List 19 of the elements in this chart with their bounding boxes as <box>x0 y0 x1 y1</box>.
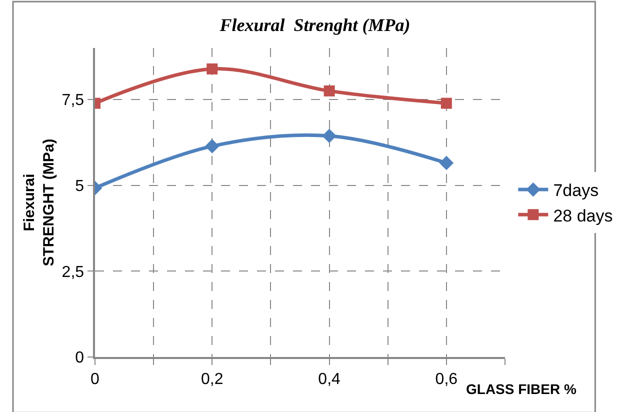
point <box>324 85 335 96</box>
chart-title: Flexural Strenght (MPa) <box>218 15 410 36</box>
legend-label: 7days <box>553 181 599 200</box>
point <box>440 98 452 109</box>
point <box>439 156 454 170</box>
y-tick-label: 5 <box>75 178 84 195</box>
legend-label: 28 days <box>553 206 613 226</box>
y-tick-label: 7,5 <box>62 92 84 110</box>
y-tick-label: 0 <box>75 350 84 367</box>
point <box>206 63 218 74</box>
x-tick-label: 0,6 <box>435 370 458 388</box>
y-axis-title: Fiexurai STRENGHT (MPa) <box>21 138 58 266</box>
point <box>204 139 220 154</box>
x-axis-title: GLASS FIBER % <box>466 381 578 397</box>
x-tick-label: 0,4 <box>318 370 341 388</box>
point <box>322 128 336 144</box>
y-tick-label: 2,5 <box>62 264 84 281</box>
x-tick-label: 0,2 <box>201 370 224 388</box>
x-tick-label: 0 <box>90 370 100 388</box>
